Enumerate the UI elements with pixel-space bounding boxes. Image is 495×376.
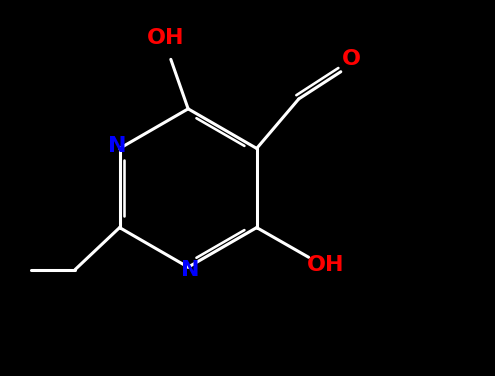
Text: O: O [342,49,361,69]
Text: N: N [181,260,200,280]
Text: OH: OH [307,255,345,275]
Text: OH: OH [147,29,185,49]
Text: N: N [108,136,126,156]
